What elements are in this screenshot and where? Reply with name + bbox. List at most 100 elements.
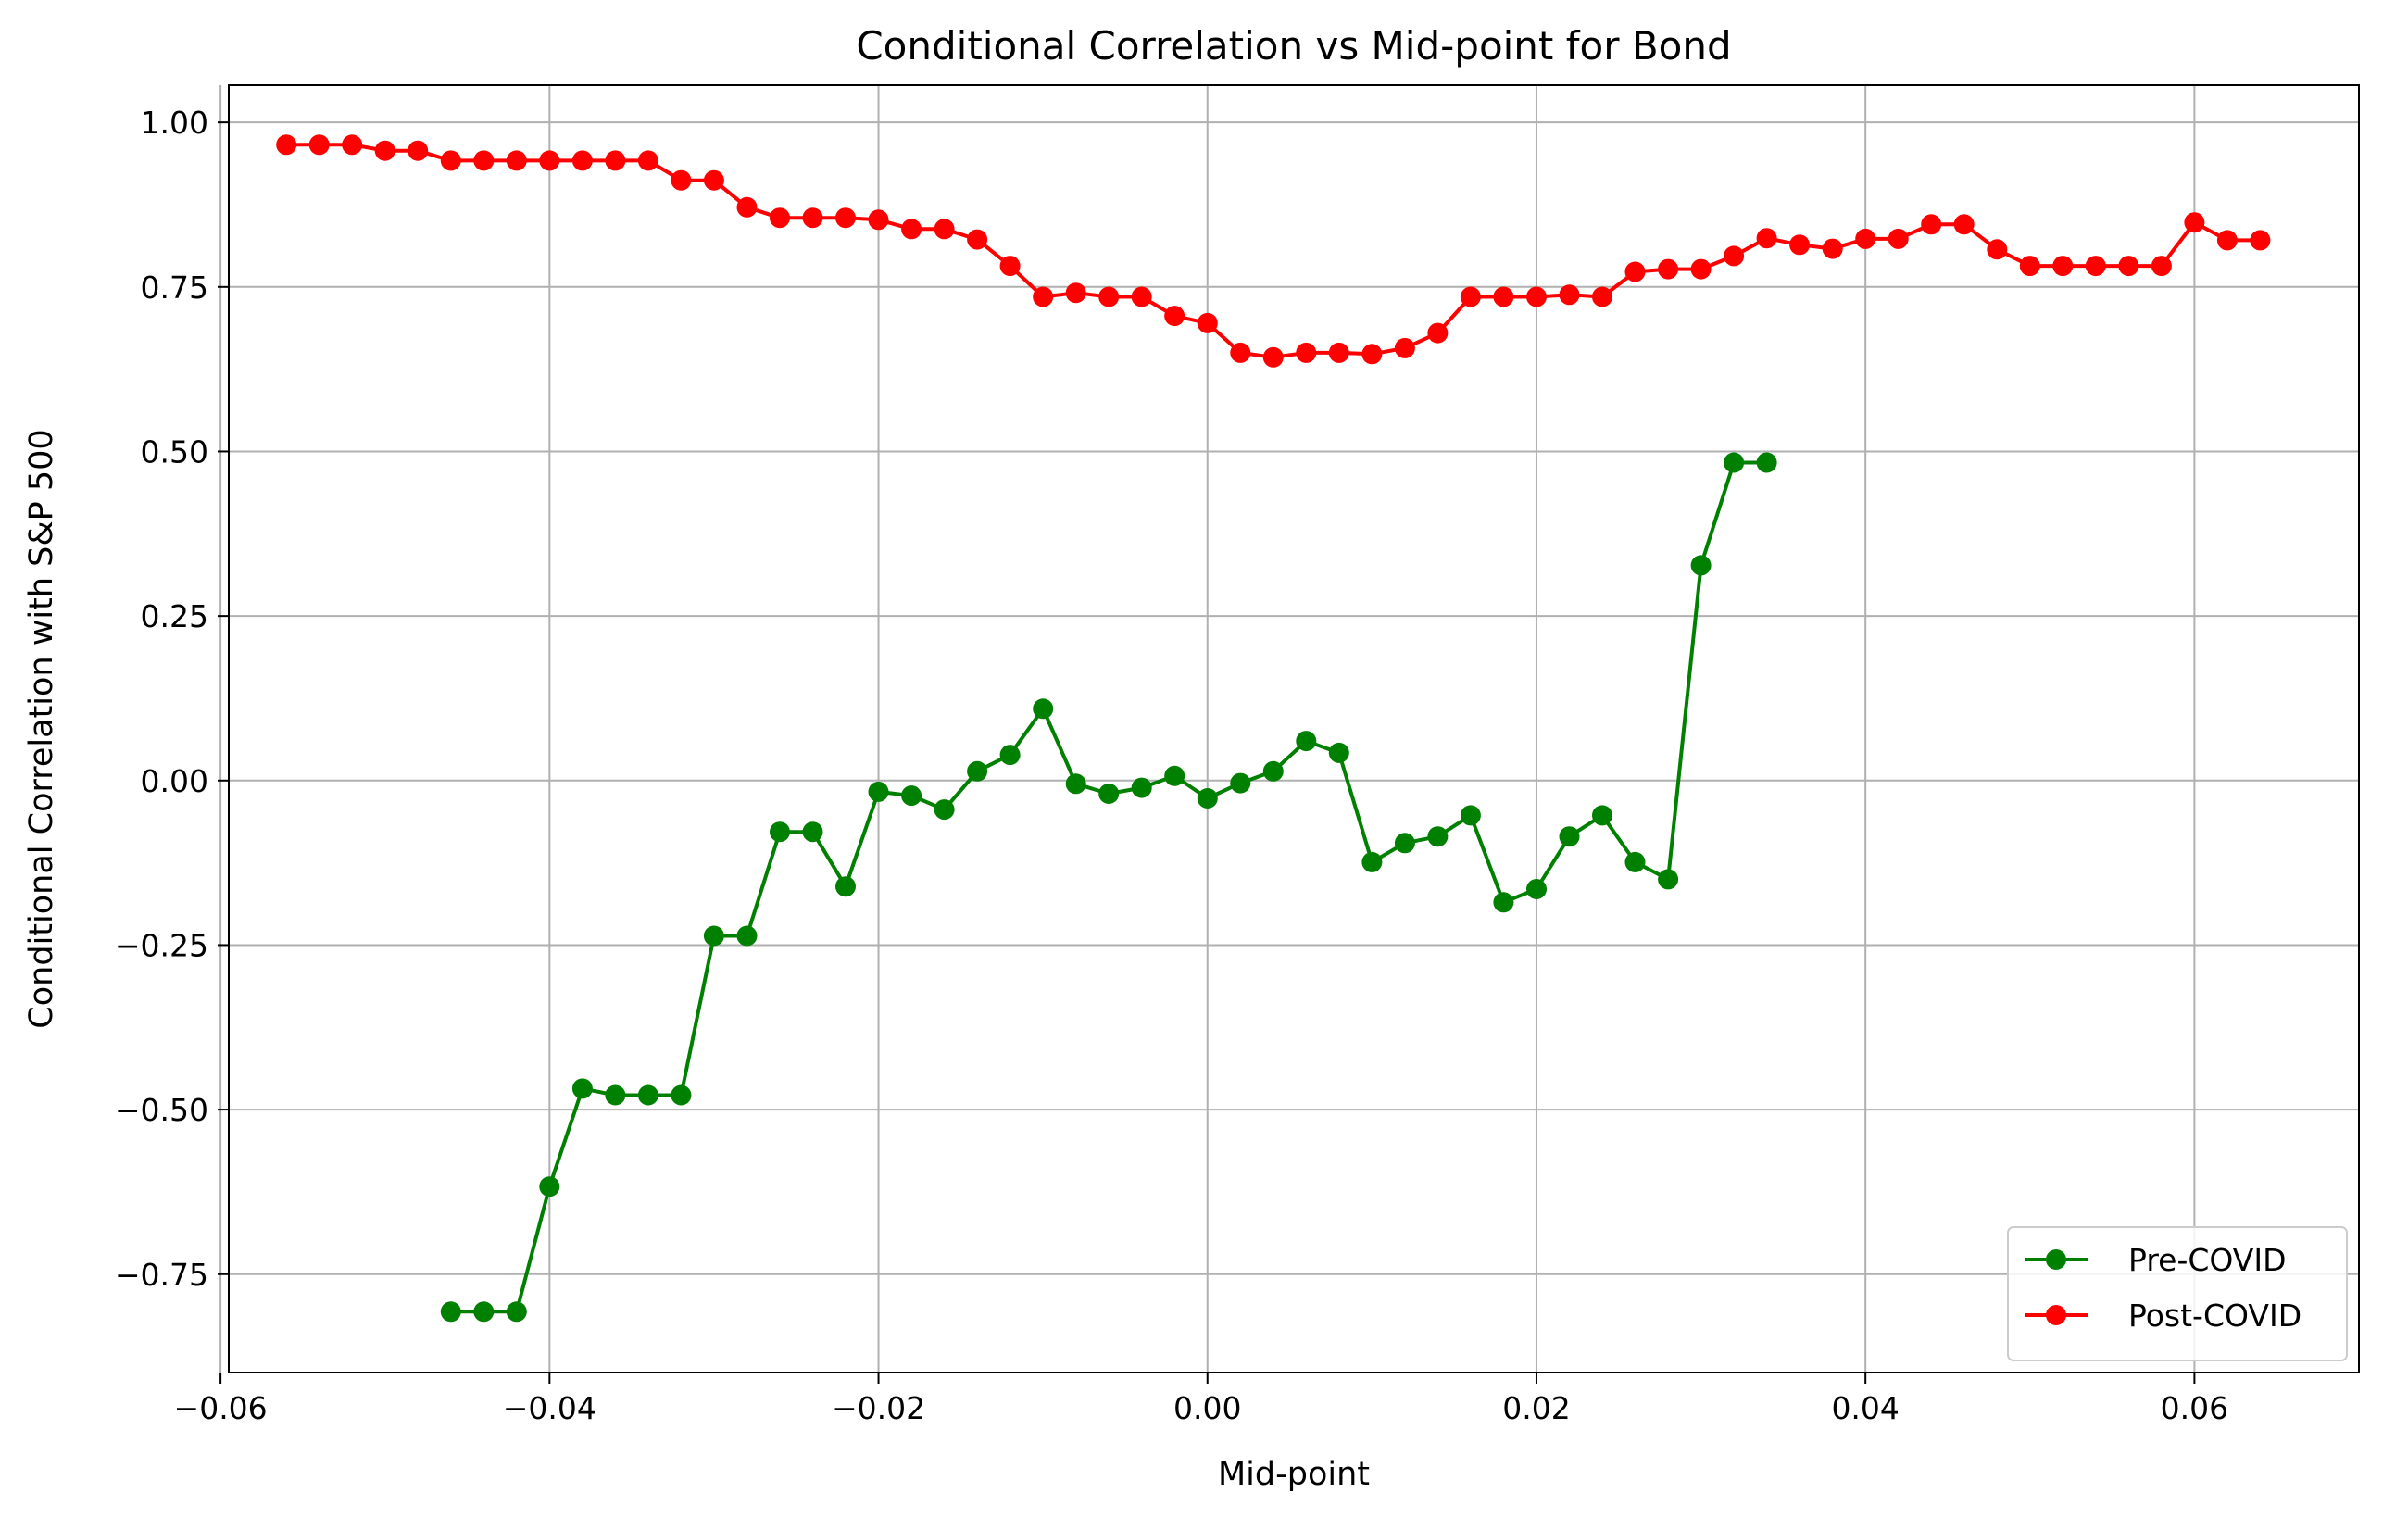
data-point-post-covid bbox=[1789, 234, 1811, 256]
data-point-post-covid bbox=[1197, 312, 1218, 333]
data-point-post-covid bbox=[1262, 346, 1284, 368]
y-tick-label: −0.50 bbox=[115, 1092, 208, 1128]
data-point-post-covid bbox=[308, 134, 330, 156]
x-tick-label: −0.04 bbox=[503, 1390, 596, 1426]
data-point-post-covid bbox=[802, 207, 823, 229]
chart-title: Conditional Correlation vs Mid-point for… bbox=[856, 23, 1731, 69]
data-point-pre-covid bbox=[571, 1078, 593, 1099]
data-point-post-covid bbox=[637, 150, 658, 171]
data-point-post-covid bbox=[770, 207, 790, 229]
data-point-post-covid bbox=[1624, 261, 1646, 282]
y-tick-label: 1.00 bbox=[141, 105, 208, 141]
data-point-post-covid bbox=[1493, 286, 1514, 307]
data-point-post-covid bbox=[1296, 342, 1317, 363]
data-point-post-covid bbox=[736, 196, 758, 218]
data-point-pre-covid bbox=[1361, 851, 1383, 872]
y-tick-label: 0.50 bbox=[141, 433, 208, 470]
data-point-post-covid bbox=[967, 229, 988, 250]
data-point-post-covid bbox=[506, 150, 527, 171]
data-point-post-covid bbox=[2085, 256, 2106, 277]
y-tick-label: 0.75 bbox=[141, 270, 208, 306]
data-point-post-covid bbox=[1526, 286, 1547, 307]
legend: Pre-COVID Post-COVID bbox=[2007, 1226, 2348, 1361]
y-axis-label: Conditional Correlation with S&P 500 bbox=[23, 429, 60, 1028]
data-point-post-covid bbox=[1724, 245, 1745, 267]
legend-marker-pre-covid bbox=[2046, 1249, 2066, 1270]
data-point-pre-covid bbox=[1131, 777, 1152, 798]
data-point-post-covid bbox=[2151, 256, 2172, 277]
x-tick-label: 0.04 bbox=[1831, 1390, 1899, 1426]
data-point-post-covid bbox=[1361, 344, 1383, 365]
legend-label-pre-covid: Pre-COVID bbox=[2128, 1242, 2287, 1278]
data-point-post-covid bbox=[934, 219, 955, 240]
legend-box bbox=[2007, 1226, 2348, 1361]
data-point-post-covid bbox=[1098, 286, 1120, 307]
data-point-pre-covid bbox=[1624, 851, 1646, 872]
data-point-post-covid bbox=[1888, 228, 1909, 249]
data-point-post-covid bbox=[605, 150, 626, 171]
data-point-post-covid bbox=[276, 134, 297, 156]
data-point-pre-covid bbox=[934, 799, 955, 821]
data-point-pre-covid bbox=[506, 1301, 527, 1323]
data-point-pre-covid bbox=[1033, 698, 1054, 720]
data-point-post-covid bbox=[1131, 286, 1152, 307]
data-point-post-covid bbox=[868, 209, 889, 231]
data-point-pre-covid bbox=[1262, 760, 1284, 782]
data-point-pre-covid bbox=[770, 821, 790, 843]
data-point-pre-covid bbox=[1197, 788, 1218, 809]
grid-lines bbox=[219, 85, 2359, 1373]
data-point-pre-covid bbox=[835, 876, 856, 897]
data-point-post-covid bbox=[1953, 214, 1975, 235]
data-point-pre-covid bbox=[1065, 773, 1086, 795]
data-point-post-covid bbox=[1394, 337, 1415, 358]
data-point-pre-covid bbox=[802, 821, 823, 843]
data-point-post-covid bbox=[1987, 239, 2008, 260]
legend-marker-post-covid bbox=[2046, 1305, 2066, 1325]
data-point-post-covid bbox=[2118, 256, 2139, 277]
data-point-post-covid bbox=[1855, 228, 1876, 249]
data-point-post-covid bbox=[1230, 342, 1251, 363]
data-point-post-covid bbox=[1427, 322, 1449, 344]
data-point-post-covid bbox=[374, 140, 395, 161]
x-tick-label: −0.02 bbox=[832, 1390, 925, 1426]
data-point-pre-covid bbox=[539, 1176, 560, 1197]
data-point-post-covid bbox=[1033, 286, 1054, 307]
data-point-pre-covid bbox=[1690, 555, 1712, 576]
data-point-post-covid bbox=[2052, 256, 2074, 277]
axis-ticks: −0.06 −0.04 −0.02 0.00 0.02 0.04 0.06 −0.75 −0.5… bbox=[115, 105, 2228, 1426]
data-point-pre-covid bbox=[1427, 826, 1449, 847]
legend-label-post-covid: Post-COVID bbox=[2128, 1298, 2301, 1334]
data-point-pre-covid bbox=[967, 760, 988, 782]
data-point-pre-covid bbox=[868, 781, 889, 802]
y-tick-label: −0.25 bbox=[115, 927, 208, 963]
data-point-post-covid bbox=[473, 150, 495, 171]
data-point-post-covid bbox=[901, 219, 922, 240]
data-point-pre-covid bbox=[1328, 742, 1349, 763]
y-tick-label: −0.75 bbox=[115, 1257, 208, 1293]
data-point-post-covid bbox=[2216, 230, 2238, 251]
y-tick-label: 0.00 bbox=[141, 763, 208, 799]
data-point-post-covid bbox=[671, 169, 692, 191]
data-point-post-covid bbox=[703, 169, 724, 191]
data-point-post-covid bbox=[1921, 214, 1942, 235]
data-point-post-covid bbox=[1460, 286, 1481, 307]
data-point-pre-covid bbox=[1592, 805, 1612, 826]
data-point-post-covid bbox=[440, 150, 461, 171]
data-point-pre-covid bbox=[1559, 826, 1580, 847]
data-point-post-covid bbox=[1822, 238, 1843, 259]
data-point-post-covid bbox=[1559, 284, 1580, 306]
data-point-pre-covid bbox=[1230, 772, 1251, 794]
data-point-pre-covid bbox=[1394, 833, 1415, 854]
x-tick-label: −0.06 bbox=[174, 1390, 268, 1426]
x-tick-label: 0.02 bbox=[1502, 1390, 1570, 1426]
data-point-post-covid bbox=[539, 150, 560, 171]
plot-frame bbox=[228, 84, 2360, 1373]
data-point-post-covid bbox=[408, 140, 429, 161]
data-point-pre-covid bbox=[671, 1084, 692, 1106]
data-point-post-covid bbox=[1756, 228, 1777, 249]
data-point-post-covid bbox=[999, 256, 1021, 277]
data-point-pre-covid bbox=[703, 925, 724, 947]
data-point-post-covid bbox=[2019, 256, 2040, 277]
data-point-pre-covid bbox=[999, 745, 1021, 766]
